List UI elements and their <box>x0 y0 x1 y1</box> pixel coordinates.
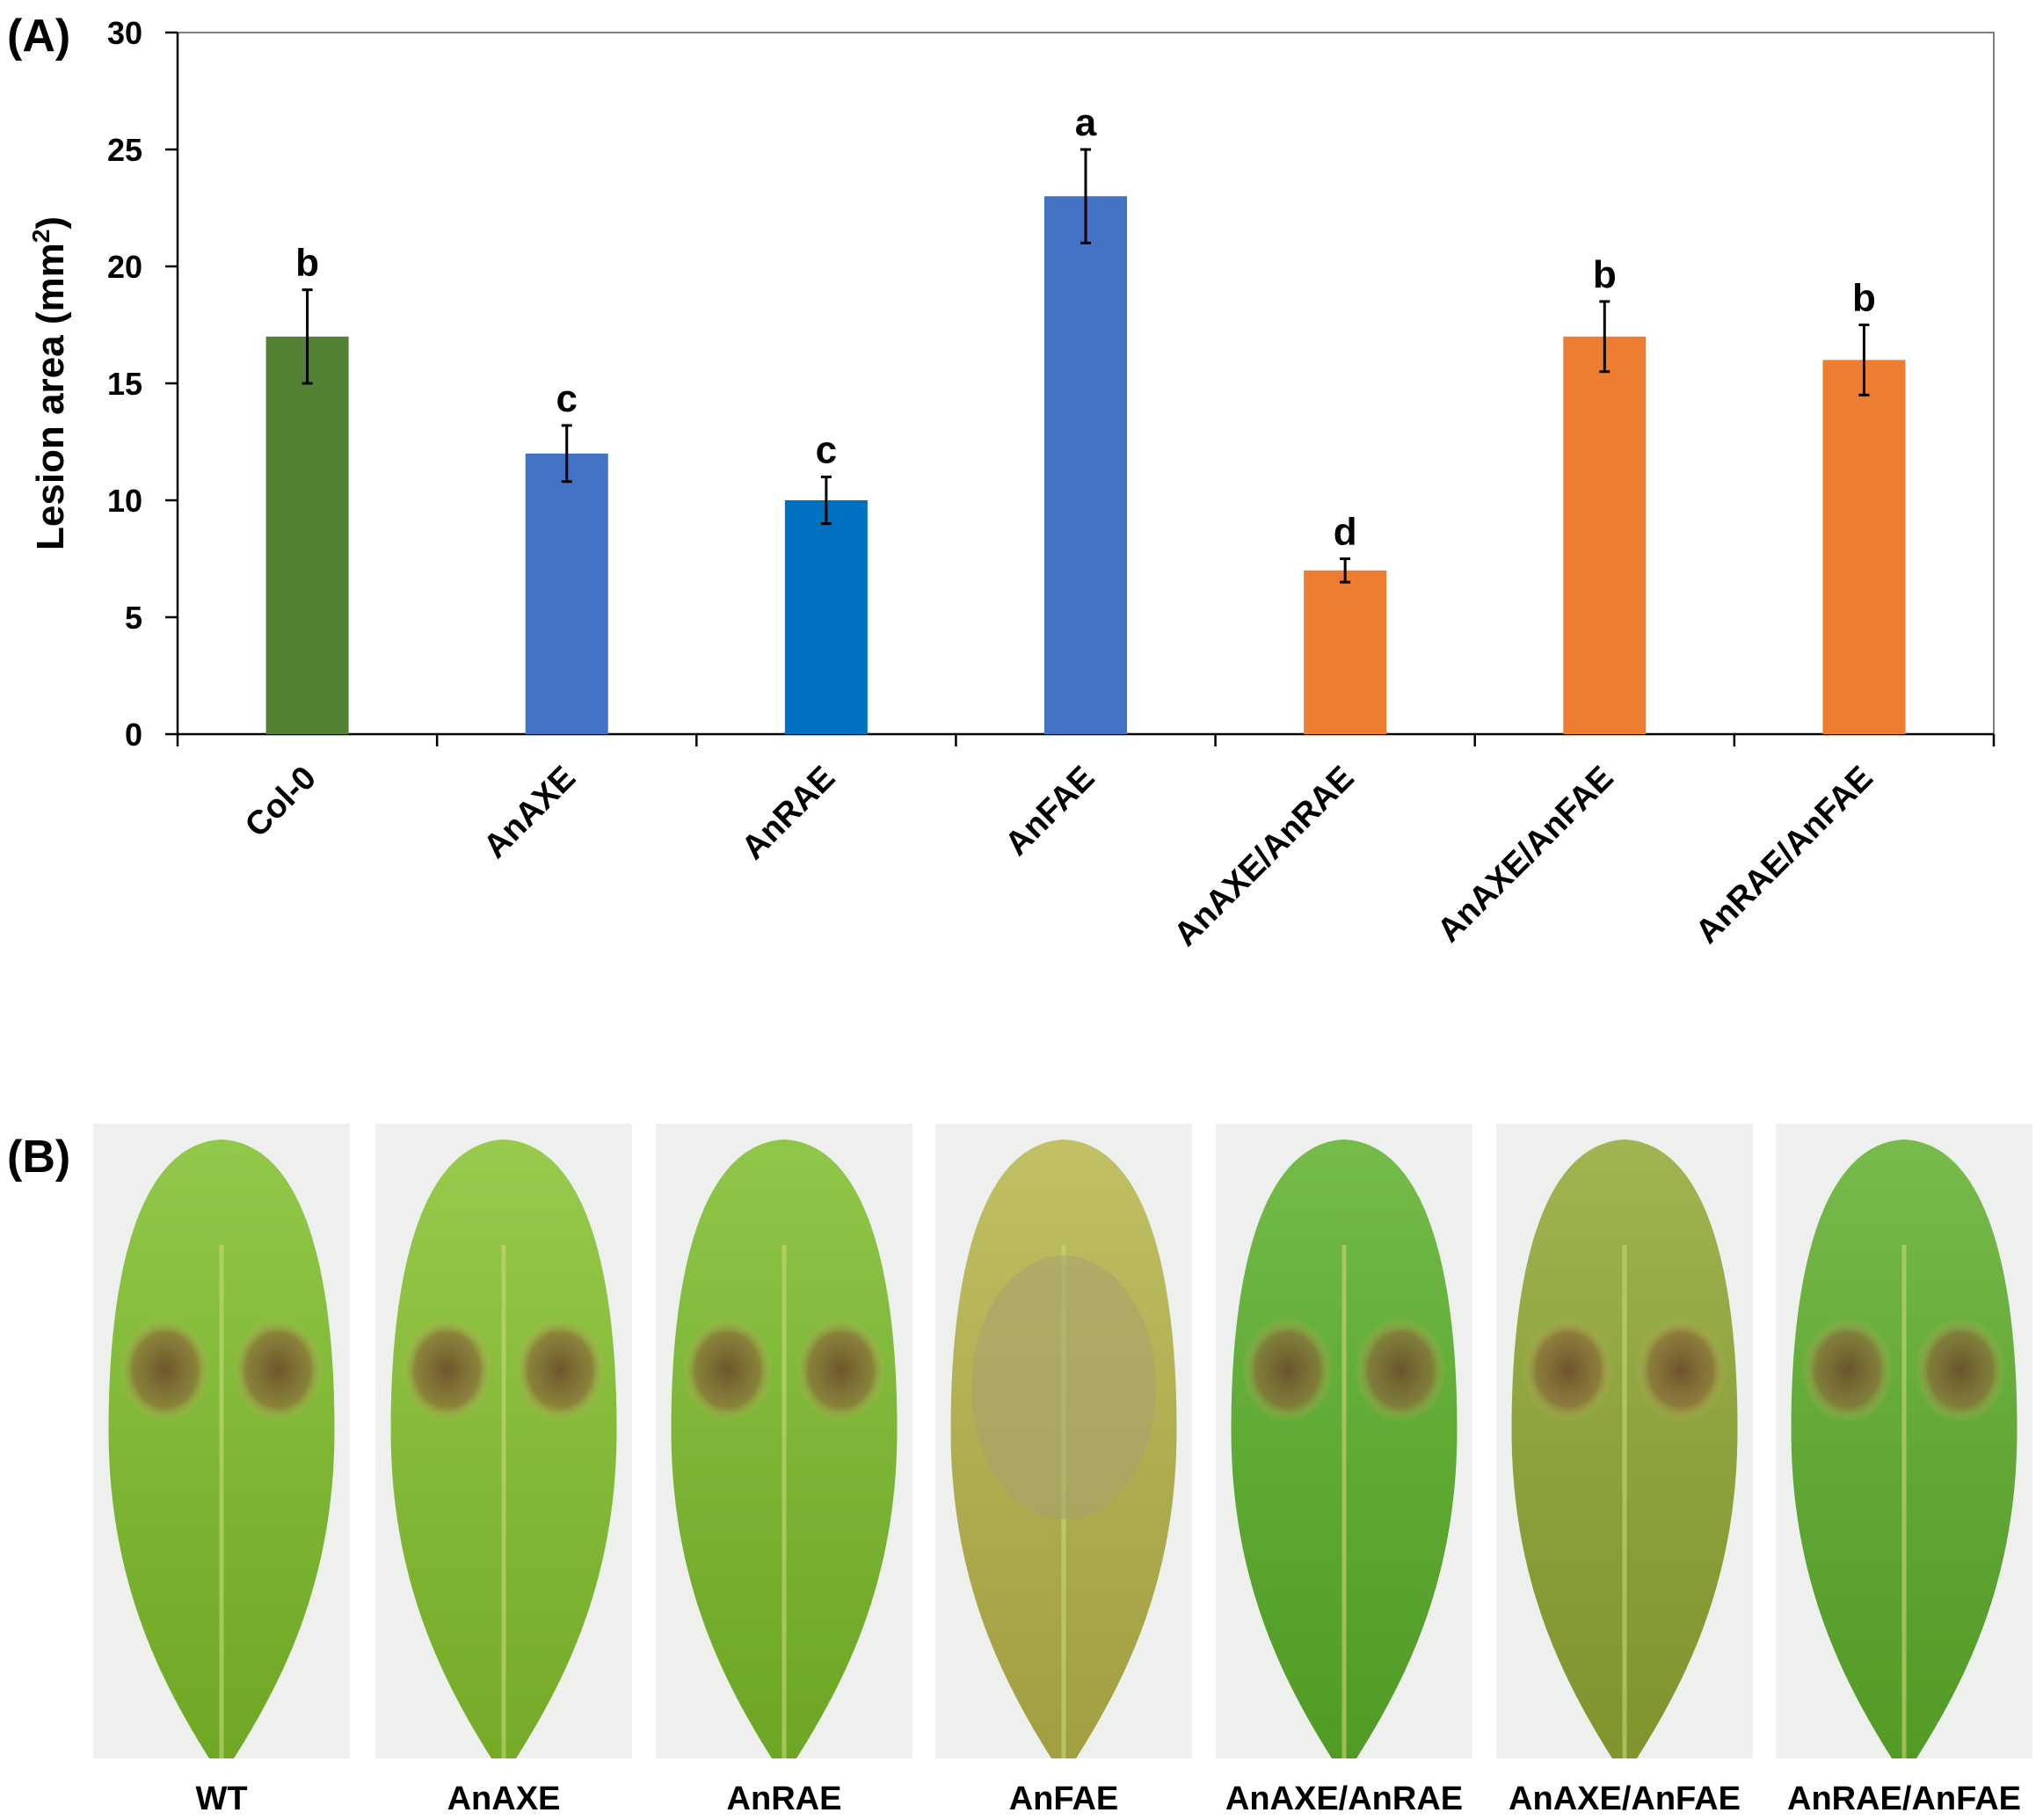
bars <box>265 196 1906 734</box>
leaf-photo <box>1496 1124 1753 1758</box>
y-axis-title-superscript: 2 <box>27 229 55 244</box>
bar-anaxe-anrae <box>1304 570 1387 734</box>
lesion <box>1522 1317 1614 1423</box>
y-tick-label: 5 <box>125 600 142 636</box>
significance-label: d <box>1334 511 1357 554</box>
significance-label: c <box>816 428 837 471</box>
category-labels: Col-0 AnAXE AnRAE AnFAE AnAXE/AnRAE AnAXE/AnF… <box>238 760 1880 954</box>
significance-label: b <box>1852 277 1876 320</box>
y-tick-label: 15 <box>107 366 142 402</box>
leaf-photo-label: AnAXE/AnRAE <box>1225 1780 1463 1817</box>
category-label: AnAXE/AnRAE <box>1167 760 1362 954</box>
y-ticks: 0 5 10 15 20 25 30 <box>107 15 178 753</box>
significance-label: b <box>1593 253 1617 296</box>
leaf-photo <box>656 1124 912 1758</box>
category-label: AnFAE <box>999 760 1102 863</box>
lesion <box>795 1317 887 1423</box>
category-label: AnRAE/AnFAE <box>1689 760 1880 951</box>
bar-chart: 0 5 10 15 20 25 30 b c c a d b b Col-0 AnAXE AnRAE AnFA… <box>107 15 1996 954</box>
leaf-photo <box>935 1124 1192 1758</box>
lesion <box>1915 1317 2007 1423</box>
y-tick-label: 25 <box>107 132 142 168</box>
bar-anrae <box>784 500 868 734</box>
significance-label: b <box>295 242 319 285</box>
category-label: AnAXE <box>476 760 583 866</box>
lesion <box>1241 1317 1334 1423</box>
y-axis-title-main: Lesion area (mm <box>29 243 72 550</box>
lesion <box>401 1317 493 1423</box>
leaf-photo <box>93 1124 350 1758</box>
significance-labels: b c c a d b b <box>295 101 1876 554</box>
lesion <box>119 1317 211 1423</box>
bar-anfae <box>1044 196 1127 734</box>
leaf-photo <box>1216 1124 1472 1758</box>
lesion <box>1635 1317 1727 1423</box>
significance-label: a <box>1075 101 1097 144</box>
lesion <box>514 1317 607 1423</box>
error-bars <box>302 148 1870 584</box>
bar-anaxe-anfae <box>1563 336 1647 734</box>
significance-label: c <box>556 377 577 420</box>
category-label: Col-0 <box>238 760 324 845</box>
y-tick-label: 30 <box>107 15 142 51</box>
leaf-photo-label: AnRAE <box>727 1780 842 1817</box>
leaf-photo-label: WT <box>195 1780 247 1817</box>
bar-anrae-anfae <box>1822 360 1906 734</box>
panel-b-label: (B) <box>7 1132 70 1183</box>
lesion <box>681 1317 774 1423</box>
panel-a-label: (A) <box>7 11 70 62</box>
leaf-photo-row: WT AnAXE AnRAE AnFAE AnAXE/AnRAE AnAXE/AnFAE A… <box>93 1124 2032 1817</box>
bar-col-0 <box>265 336 349 734</box>
lesion <box>971 1256 1156 1519</box>
category-label: AnAXE/AnFAE <box>1430 760 1620 950</box>
lesion <box>1801 1317 1894 1423</box>
leaf-photo-label: AnAXE <box>447 1780 561 1817</box>
y-tick-label: 20 <box>107 249 142 285</box>
leaf-photo-label: AnAXE/AnFAE <box>1509 1780 1741 1817</box>
leaf-photo <box>375 1124 632 1758</box>
leaf-photo-label: AnFAE <box>1009 1780 1119 1817</box>
category-label: AnRAE <box>735 760 842 867</box>
y-axis-title: Lesion area (mm2) <box>27 216 72 550</box>
x-ticks <box>176 734 1996 746</box>
y-tick-label: 0 <box>125 717 142 753</box>
lesion <box>232 1317 324 1423</box>
leaf-photo-label: AnRAE/AnFAE <box>1787 1780 2021 1817</box>
y-tick-label: 10 <box>107 483 142 519</box>
y-axis-title-close: ) <box>29 216 72 229</box>
lesion <box>1355 1317 1447 1423</box>
bar-anaxe <box>525 453 608 734</box>
leaf-photo <box>1776 1124 2032 1758</box>
